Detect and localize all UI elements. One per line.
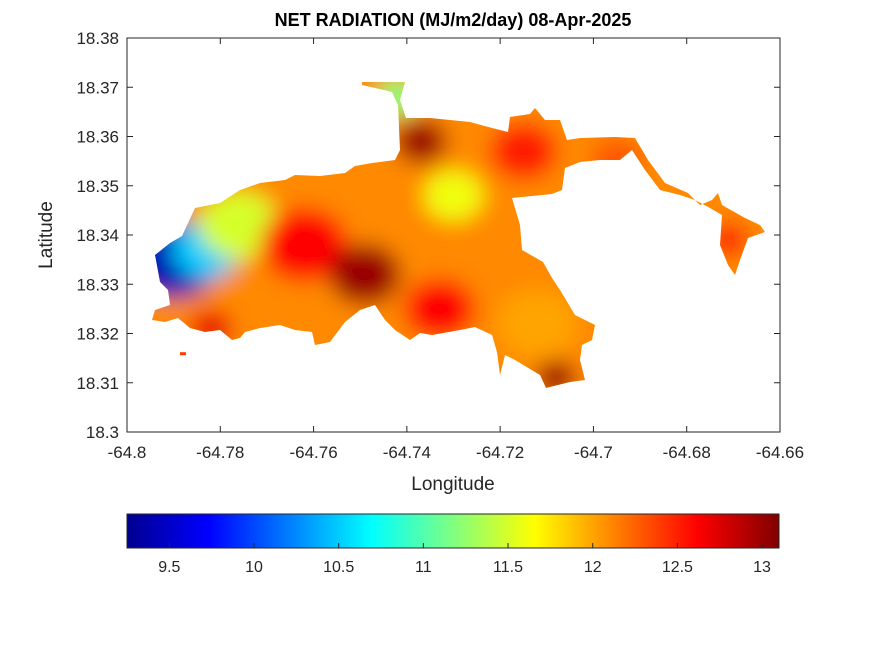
y-tick-label: 18.37 [76, 78, 119, 97]
x-tick-label: -64.7 [574, 443, 613, 462]
region-northwest [198, 191, 279, 260]
y-tick-label: 18.35 [76, 177, 119, 196]
x-tick-label: -64.78 [196, 443, 244, 462]
colorbar-tick-label: 10.5 [323, 559, 354, 576]
x-tick-label: -64.66 [756, 443, 804, 462]
y-tick-label: 18.33 [76, 275, 119, 294]
y-tick-label: 18.31 [76, 374, 119, 393]
x-tick-label: -64.74 [383, 443, 431, 462]
region-south-central [403, 278, 476, 340]
region-northeast [489, 122, 558, 181]
region-southeast [497, 289, 578, 358]
region-central-west [260, 207, 349, 283]
colorbar-tick-label: 9.5 [158, 559, 180, 576]
y-tick-label: 18.3 [86, 423, 119, 442]
colorbar-tick-label: 12 [584, 559, 602, 576]
x-tick-label: -64.8 [108, 443, 147, 462]
chart-title: NET RADIATION (MJ/m2/day) 08-Apr-2025 [275, 10, 632, 30]
y-tick-label: 18.32 [76, 325, 119, 344]
colorbar-tick-label: 11.5 [493, 559, 523, 576]
region-north-central-peak [394, 119, 447, 164]
colorbar-tick-label: 10 [245, 559, 263, 576]
y-tick-label: 18.36 [76, 128, 119, 147]
y-axis-label: Latitude [36, 201, 57, 269]
region-central [328, 243, 401, 305]
islet [180, 352, 186, 356]
colorbar-ticks: 9.5 10 10.5 11 11.5 12 12.5 13 [158, 543, 771, 576]
x-tick-label: -64.68 [663, 443, 711, 462]
y-tick-label: 18.34 [76, 226, 119, 245]
colorbar-tick-label: 11 [415, 559, 432, 576]
colorbar-tick-label: 12.5 [662, 559, 693, 576]
colorbar [126, 513, 780, 549]
y-tick-label: 18.38 [76, 29, 119, 48]
y-axis: 18.3 18.31 18.32 18.33 18.34 18.35 18.36 18.37 1… [76, 29, 780, 442]
x-tick-label: -64.76 [289, 443, 337, 462]
x-axis: -64.8 -64.78 -64.76 -64.74 -64.72 -64.7 -64.68… [108, 38, 804, 462]
x-tick-label: -64.72 [476, 443, 524, 462]
colorbar-tick-label: 13 [753, 559, 771, 576]
region-north-central-hills [423, 170, 484, 222]
islets [180, 352, 186, 356]
x-axis-label: Longitude [411, 474, 494, 495]
